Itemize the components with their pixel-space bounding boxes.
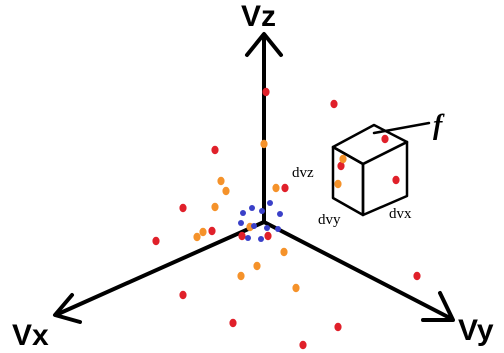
particle-dot bbox=[217, 176, 225, 186]
particle-dot bbox=[193, 232, 201, 242]
cube-right-face bbox=[361, 140, 409, 217]
vz-arrowhead bbox=[245, 32, 283, 57]
dvx-label: dvx bbox=[389, 206, 412, 222]
vy-axis-label: Vy bbox=[458, 314, 494, 347]
particle-dot bbox=[381, 134, 389, 144]
particle-dot bbox=[334, 179, 342, 189]
particle-dot bbox=[240, 210, 246, 216]
particle-dot bbox=[262, 87, 270, 97]
particle-dot bbox=[211, 202, 219, 212]
vx-axis-label: Vx bbox=[12, 319, 49, 352]
particle-dot bbox=[280, 247, 288, 257]
particle-dot bbox=[272, 183, 280, 193]
axes bbox=[53, 32, 455, 324]
particle-dot bbox=[334, 322, 342, 332]
particle-dot bbox=[292, 283, 300, 293]
distribution-function-label: f bbox=[433, 110, 445, 141]
particle-dot bbox=[259, 208, 265, 214]
particle-dot bbox=[179, 203, 187, 213]
particle-dot bbox=[264, 231, 272, 241]
particle-dot bbox=[258, 236, 264, 242]
particle-dot bbox=[339, 154, 347, 164]
particle-dot bbox=[208, 226, 216, 236]
particle-dot bbox=[330, 99, 338, 109]
particle-cloud bbox=[152, 87, 421, 350]
vy-axis bbox=[262, 220, 452, 320]
particle-dot bbox=[267, 200, 273, 206]
particle-dot bbox=[245, 235, 251, 241]
particle-dot bbox=[222, 186, 230, 196]
particle-dot bbox=[179, 290, 187, 300]
f-pointer-line bbox=[372, 121, 431, 135]
particle-dot bbox=[260, 139, 268, 149]
particle-dot bbox=[299, 340, 307, 350]
particle-dot bbox=[264, 225, 270, 231]
particle-dot bbox=[199, 227, 207, 237]
dvy-label: dvy bbox=[318, 212, 341, 228]
particle-dot bbox=[251, 223, 257, 229]
particle-dot bbox=[275, 226, 281, 232]
dvz-label: dvz bbox=[292, 165, 314, 181]
vx-arrowhead bbox=[53, 293, 82, 324]
particle-dot bbox=[229, 318, 237, 328]
particle-dot bbox=[238, 231, 246, 241]
particle-dot bbox=[337, 161, 345, 171]
vy-arrowhead bbox=[421, 291, 455, 322]
particle-dot bbox=[249, 205, 255, 211]
particle-dot bbox=[277, 211, 283, 217]
particle-dot bbox=[281, 183, 289, 193]
particle-dot bbox=[413, 271, 421, 281]
vz-axis-label: Vz bbox=[241, 0, 276, 33]
particle-dot bbox=[152, 236, 160, 246]
particle-dot bbox=[238, 220, 244, 226]
volume-element-cube bbox=[331, 123, 409, 217]
particle-dot bbox=[392, 175, 400, 185]
vx-axis bbox=[56, 220, 266, 316]
particle-dot bbox=[237, 271, 245, 281]
particle-dot bbox=[253, 261, 261, 271]
particle-dot bbox=[211, 145, 219, 155]
